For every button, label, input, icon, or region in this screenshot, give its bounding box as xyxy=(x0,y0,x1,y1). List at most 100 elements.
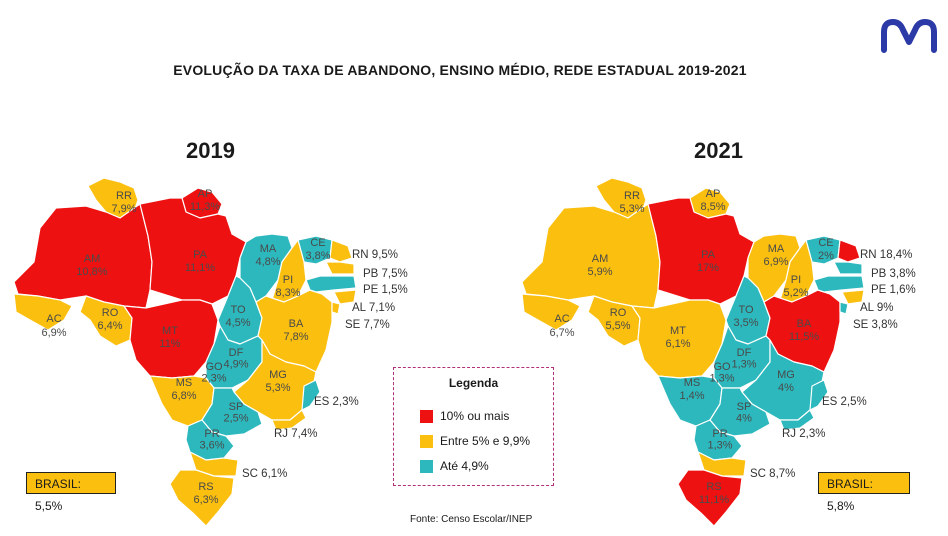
state-al-2019 xyxy=(333,289,357,305)
state-value-ms-2019: 6,8% xyxy=(171,390,196,402)
state-value-mt-2021: 6,1% xyxy=(665,338,690,350)
state-se-2021 xyxy=(839,301,849,315)
brand-logo-icon xyxy=(881,19,937,53)
state-name-pr-2021: PR xyxy=(712,428,727,440)
state-name-rr-2021: RR xyxy=(624,190,640,202)
state-name-mg-2019: MG xyxy=(269,369,287,381)
state-label-se-2019: SE 7,7% xyxy=(345,319,390,331)
state-name-go-2019: GO xyxy=(205,361,223,373)
page-title: EVOLUÇÃO DA TAXA DE ABANDONO, ENSINO MÉD… xyxy=(173,62,747,78)
legend-label-teal: Até 4,9% xyxy=(440,459,489,473)
state-label-sc-2021: SC 8,7% xyxy=(750,468,795,480)
state-label-pb-2021: PB 3,8% xyxy=(871,268,916,280)
state-name-am-2019: AM xyxy=(84,253,101,265)
state-label-pe-2019: PE 1,5% xyxy=(363,284,408,296)
state-value-to-2021: 3,5% xyxy=(733,317,758,329)
state-value-mg-2019: 5,3% xyxy=(265,382,290,394)
state-name-rr-2019: RR xyxy=(116,190,132,202)
state-es-2021 xyxy=(809,379,829,411)
state-pr-2021 xyxy=(693,419,743,461)
state-name-sp-2021: SP xyxy=(737,401,752,413)
legend-swatch-teal xyxy=(420,459,433,473)
state-name-ma-2019: MA xyxy=(260,243,277,255)
state-pe-2019 xyxy=(305,275,357,293)
state-value-mg-2021: 4% xyxy=(778,382,794,394)
state-value-rr-2021: 5,3% xyxy=(619,203,644,215)
legend-title: Legenda xyxy=(448,376,499,390)
state-label-rj-2021: RJ 2,3% xyxy=(782,428,825,440)
state-label-es-2019: ES 2,3% xyxy=(314,396,359,408)
state-name-rs-2019: RS xyxy=(198,481,213,493)
state-value-go-2019: 2,3% xyxy=(201,373,226,385)
state-ro-2019 xyxy=(79,295,133,347)
state-name-ac-2019: AC xyxy=(46,313,61,325)
state-name-go-2021: GO xyxy=(713,361,731,373)
state-label-es-2021: ES 2,5% xyxy=(822,396,867,408)
state-value-ma-2019: 4,8% xyxy=(255,256,280,268)
legend-swatch-red xyxy=(420,409,433,423)
state-label-pb-2019: PB 7,5% xyxy=(363,268,408,280)
state-label-pe-2021: PE 1,6% xyxy=(871,284,916,296)
state-label-al-2021: AL 9% xyxy=(860,302,893,314)
state-value-pa-2021: 17% xyxy=(697,262,719,274)
state-pr-2019 xyxy=(185,419,235,461)
state-value-am-2019: 10,8% xyxy=(76,266,107,278)
state-name-sp-2019: SP xyxy=(229,401,244,413)
state-name-pi-2019: PI xyxy=(283,274,293,286)
state-name-to-2019: TO xyxy=(230,304,246,316)
state-name-pa-2019: PA xyxy=(193,249,208,261)
state-label-al-2019: AL 7,1% xyxy=(352,302,395,314)
state-value-ms-2021: 1,4% xyxy=(679,390,704,402)
state-value-pr-2019: 3,6% xyxy=(199,440,224,452)
state-value-pa-2019: 11,1% xyxy=(185,262,216,274)
state-pi-2019 xyxy=(271,239,307,303)
state-name-ma-2021: MA xyxy=(768,243,785,255)
state-rn-2021 xyxy=(837,239,861,263)
state-name-ce-2021: CE xyxy=(818,237,833,249)
state-value-df-2019: 4,9% xyxy=(223,359,248,371)
state-name-mg-2021: MG xyxy=(777,369,795,381)
state-value-to-2019: 4,5% xyxy=(225,317,250,329)
legend-swatch-yellow xyxy=(420,434,433,448)
state-name-df-2021: DF xyxy=(737,347,752,359)
state-value-rr-2019: 7,9% xyxy=(111,203,136,215)
state-name-ms-2019: MS xyxy=(176,377,193,389)
state-value-ba-2021: 11,5% xyxy=(789,331,820,343)
state-value-rs-2021: 11,1% xyxy=(699,494,730,506)
state-es-2019 xyxy=(301,379,321,411)
state-name-pr-2019: PR xyxy=(204,428,219,440)
state-name-rs-2021: RS xyxy=(706,481,721,493)
state-name-ac-2021: AC xyxy=(554,313,569,325)
state-name-ap-2019: AP xyxy=(198,188,213,200)
state-rr-2021 xyxy=(595,177,647,219)
legend-label-yellow: Entre 5% e 9,9% xyxy=(440,434,531,448)
state-label-rn-2019: RN 9,5% xyxy=(352,249,398,261)
state-pe-2021 xyxy=(813,275,865,293)
state-value-ap-2019: 11,3% xyxy=(190,201,221,213)
source-note: Fonte: Censo Escolar/INEP xyxy=(410,514,533,525)
state-al-2021 xyxy=(841,289,865,305)
state-value-rs-2019: 6,3% xyxy=(193,494,218,506)
state-name-am-2021: AM xyxy=(592,253,609,265)
legend-item-yellow: Entre 5% e 9,9% xyxy=(420,433,530,449)
state-label-rn-2021: RN 18,4% xyxy=(860,249,912,261)
state-rj-2019 xyxy=(271,409,307,431)
state-name-pa-2021: PA xyxy=(701,249,716,261)
brasil-total-2021: BRASIL: 5,8% xyxy=(818,472,910,513)
state-value-ro-2019: 6,4% xyxy=(97,320,122,332)
state-name-ba-2021: BA xyxy=(797,318,812,330)
state-rs-2021 xyxy=(677,469,743,527)
state-rj-2021 xyxy=(779,409,815,431)
state-name-df-2019: DF xyxy=(229,347,244,359)
state-value-ac-2019: 6,9% xyxy=(41,327,66,339)
legend-label-red: 10% ou mais xyxy=(440,409,510,423)
state-value-mt-2019: 11% xyxy=(159,338,180,350)
state-label-se-2021: SE 3,8% xyxy=(853,319,898,331)
state-label-sc-2019: SC 6,1% xyxy=(242,468,287,480)
legend-item-red: 10% ou mais xyxy=(420,408,509,424)
year-title-2019: 2019 xyxy=(186,138,235,163)
state-value-sp-2021: 4% xyxy=(736,413,752,425)
state-value-pi-2021: 5,2% xyxy=(783,287,808,299)
state-rr-2019 xyxy=(87,177,139,219)
state-ro-2021 xyxy=(587,295,641,347)
